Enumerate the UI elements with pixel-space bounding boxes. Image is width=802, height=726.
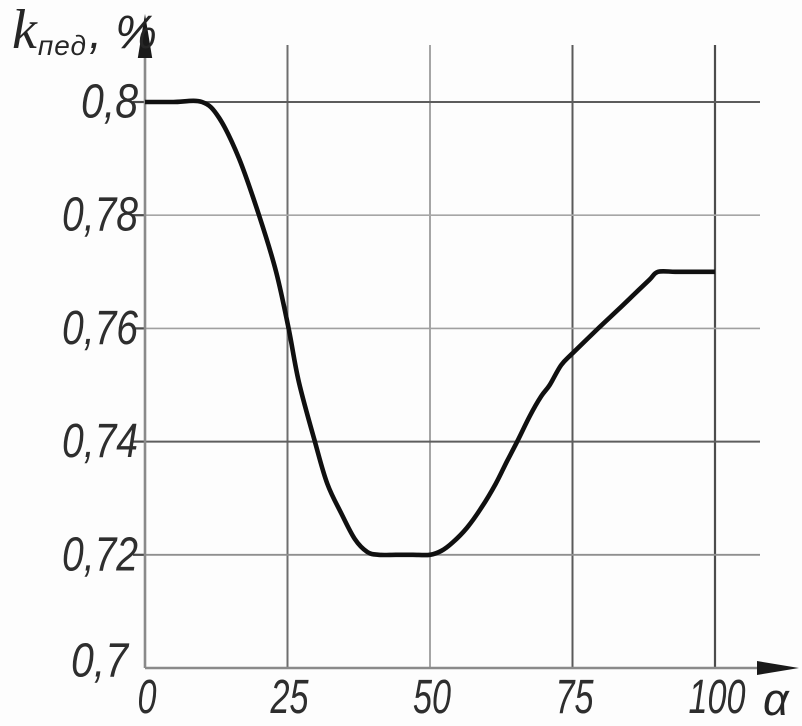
x-tick-label: 100: [689, 671, 746, 724]
data-curve: [145, 98, 715, 558]
x-tick-label: 75: [556, 671, 594, 724]
y-tick-label: 0,78: [62, 189, 138, 242]
y-tick-label: 0,7: [71, 635, 130, 688]
x-tick-label: 25: [270, 671, 309, 724]
y-tick-label: 0,74: [62, 415, 138, 468]
x-tick-label: 50: [413, 671, 451, 724]
y-tick-label: 0,8: [81, 76, 138, 129]
y-axis-title: kпед, %: [12, 0, 157, 61]
y-axis-title-symbol: k: [12, 0, 37, 61]
x-axis-title: α: [763, 674, 789, 725]
y-axis-title-subscript: пед: [37, 30, 88, 61]
y-axis-title-unit: , %: [89, 5, 157, 58]
y-tick-label: 0,72: [62, 528, 138, 581]
x-tick-label: 0: [138, 671, 157, 724]
y-axis-arrow-icon: [137, 14, 153, 58]
x-axis-arrow-icon: [757, 661, 799, 675]
y-tick-label: 0,76: [62, 302, 138, 355]
